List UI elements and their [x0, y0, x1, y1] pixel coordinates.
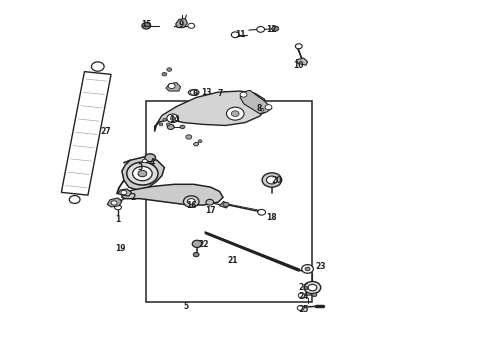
Text: 25: 25 — [298, 305, 309, 314]
Circle shape — [168, 84, 175, 89]
Circle shape — [183, 196, 199, 207]
Text: 10: 10 — [294, 61, 304, 70]
Circle shape — [257, 27, 265, 32]
Circle shape — [193, 252, 199, 257]
Circle shape — [192, 240, 202, 247]
Circle shape — [302, 265, 314, 273]
Text: 7: 7 — [218, 89, 223, 98]
Text: 6: 6 — [193, 89, 198, 98]
Circle shape — [187, 199, 195, 204]
Circle shape — [167, 114, 178, 123]
Circle shape — [308, 284, 317, 291]
Circle shape — [297, 306, 304, 311]
Circle shape — [138, 170, 147, 177]
Polygon shape — [118, 189, 132, 196]
Circle shape — [162, 72, 167, 76]
Circle shape — [265, 105, 272, 110]
Circle shape — [111, 201, 117, 205]
Text: 21: 21 — [227, 256, 238, 265]
Text: 22: 22 — [198, 240, 209, 249]
Polygon shape — [61, 72, 111, 195]
Text: 9: 9 — [179, 19, 184, 28]
Text: 20: 20 — [271, 176, 282, 185]
Polygon shape — [155, 91, 267, 132]
Text: 19: 19 — [115, 244, 125, 253]
Circle shape — [257, 106, 267, 113]
Circle shape — [312, 293, 317, 297]
Circle shape — [258, 210, 266, 215]
Polygon shape — [107, 198, 122, 207]
Circle shape — [121, 190, 127, 195]
Circle shape — [240, 92, 247, 97]
Polygon shape — [220, 202, 229, 208]
Circle shape — [223, 202, 229, 207]
Circle shape — [159, 123, 163, 126]
Circle shape — [167, 125, 174, 130]
Circle shape — [295, 44, 302, 49]
Text: 2: 2 — [130, 193, 135, 202]
Polygon shape — [296, 58, 308, 65]
Circle shape — [298, 293, 305, 298]
Circle shape — [267, 176, 277, 184]
Text: 12: 12 — [267, 25, 277, 34]
Text: 15: 15 — [141, 19, 151, 28]
Circle shape — [170, 117, 175, 120]
Circle shape — [188, 23, 195, 28]
Text: 8: 8 — [257, 104, 262, 113]
Circle shape — [69, 195, 80, 203]
Text: 14: 14 — [169, 114, 179, 123]
Circle shape — [304, 282, 321, 294]
Circle shape — [145, 154, 156, 162]
Text: 18: 18 — [267, 213, 277, 222]
Circle shape — [142, 23, 151, 29]
Circle shape — [163, 118, 167, 121]
Circle shape — [180, 125, 185, 129]
Text: 3: 3 — [137, 163, 143, 172]
Polygon shape — [240, 90, 272, 114]
Circle shape — [226, 107, 244, 120]
Circle shape — [133, 166, 152, 181]
Circle shape — [127, 162, 158, 185]
Text: 11: 11 — [235, 30, 245, 39]
Text: 23: 23 — [316, 262, 326, 271]
Bar — [147, 101, 313, 302]
Circle shape — [262, 173, 282, 187]
Circle shape — [115, 205, 122, 210]
Circle shape — [272, 26, 279, 31]
Circle shape — [186, 135, 192, 139]
Text: 17: 17 — [205, 206, 216, 215]
Circle shape — [231, 32, 239, 38]
Ellipse shape — [188, 90, 199, 95]
Polygon shape — [122, 184, 223, 205]
Text: 16: 16 — [186, 201, 196, 210]
Text: 5: 5 — [184, 302, 189, 311]
Circle shape — [194, 142, 198, 146]
Circle shape — [198, 140, 202, 143]
Circle shape — [167, 68, 172, 71]
Circle shape — [305, 267, 310, 271]
Polygon shape — [122, 157, 164, 190]
Polygon shape — [166, 82, 180, 91]
Circle shape — [92, 62, 104, 71]
Circle shape — [260, 108, 264, 111]
Polygon shape — [175, 19, 187, 28]
Text: 26: 26 — [298, 283, 309, 292]
Circle shape — [143, 159, 147, 163]
Circle shape — [206, 199, 214, 205]
Text: 1: 1 — [115, 215, 121, 224]
Circle shape — [190, 90, 197, 95]
Circle shape — [231, 111, 239, 117]
Text: 13: 13 — [201, 87, 211, 96]
Text: 24: 24 — [298, 292, 309, 301]
Text: 4: 4 — [149, 158, 155, 167]
Circle shape — [166, 123, 170, 126]
Text: 27: 27 — [100, 127, 111, 136]
